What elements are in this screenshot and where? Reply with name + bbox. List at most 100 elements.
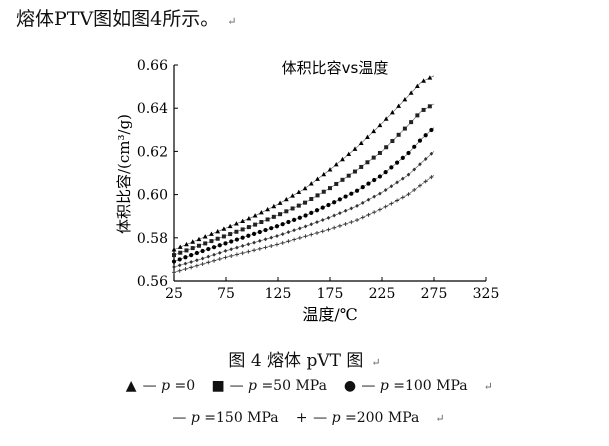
- data-point: [346, 173, 351, 178]
- data-point: [257, 246, 262, 251]
- data-point: [252, 213, 258, 218]
- data-point: [234, 221, 239, 226]
- data-point: [240, 243, 245, 248]
- data-point: [171, 247, 177, 252]
- data-point: [429, 175, 434, 180]
- data-point: [396, 103, 402, 108]
- data-point: [265, 217, 270, 222]
- data-point: [343, 208, 348, 213]
- data-point: [340, 156, 345, 162]
- data-point: [189, 253, 194, 258]
- legend-pvar: p: [379, 378, 389, 394]
- data-point: [303, 200, 308, 205]
- paragraph-mark-icon: ↵: [483, 380, 493, 393]
- data-point: [277, 200, 283, 205]
- data-point: [298, 226, 302, 231]
- legend-row-2: — p =150 MPa + — p =200 MPa ↵: [0, 410, 609, 426]
- y-tick-label: 0.62: [137, 144, 168, 160]
- data-point: [390, 139, 395, 144]
- legend-item: ▲ — p =0: [124, 378, 195, 394]
- data-point: [355, 218, 360, 223]
- data-point: [200, 256, 205, 261]
- x-tick-label: 275: [421, 286, 448, 302]
- data-point: [211, 245, 217, 250]
- data-point: [406, 172, 411, 177]
- data-point: [229, 253, 234, 258]
- data-point: [253, 222, 258, 227]
- legend-item: ● — p =100 MPa: [343, 378, 468, 394]
- data-point: [352, 169, 357, 174]
- data-point: [383, 170, 388, 175]
- intro-text-line: 熔体PTV图如图4所示。 ↵: [16, 6, 237, 35]
- data-point: [286, 230, 291, 235]
- paragraph-mark-icon: ↵: [227, 15, 237, 28]
- data-point: [343, 221, 348, 226]
- data-point: [177, 263, 182, 268]
- data-point: [235, 245, 239, 250]
- chart-axes: 25 75 125 175 225 275 325 0.56 0.58 0.60 0.62 0.64 0…: [137, 58, 500, 302]
- data-point: [421, 107, 426, 112]
- data-point: [352, 146, 358, 151]
- data-point: [283, 196, 289, 202]
- data-point: [212, 258, 217, 263]
- data-point: [280, 222, 285, 227]
- data-point: [263, 245, 268, 250]
- data-point: [172, 253, 176, 258]
- data-point: [309, 232, 314, 237]
- data-point: [269, 235, 274, 240]
- data-point: [190, 246, 195, 251]
- legend-pvar: p: [331, 410, 341, 426]
- x-axis-label: 温度/℃: [302, 305, 357, 324]
- data-point: [284, 209, 289, 214]
- data-point: [414, 83, 420, 89]
- data-point: [257, 229, 262, 235]
- series-3: [172, 151, 435, 269]
- data-point: [189, 259, 193, 264]
- data-point: [290, 193, 295, 198]
- series-line: [173, 103, 435, 256]
- data-point: [196, 243, 201, 248]
- data-point: [377, 174, 383, 179]
- series-line: [173, 151, 435, 268]
- data-point: [365, 134, 370, 140]
- data-point: [275, 233, 279, 238]
- data-point: [326, 202, 331, 208]
- data-point: [206, 246, 211, 252]
- x-tick-label: 225: [369, 286, 396, 302]
- y-tick-label: 0.56: [137, 274, 168, 290]
- data-point: [286, 219, 291, 225]
- data-point: [427, 104, 432, 109]
- data-point: [202, 234, 208, 239]
- data-point: [194, 250, 199, 256]
- data-point: [234, 229, 239, 234]
- data-point: [343, 194, 348, 199]
- data-point: [171, 259, 177, 264]
- data-point: [383, 116, 389, 121]
- data-point: [320, 218, 325, 223]
- data-point: [417, 183, 422, 188]
- data-point: [320, 229, 325, 234]
- x-tick-label: 325: [473, 286, 500, 302]
- data-point: [297, 215, 302, 220]
- data-point: [408, 90, 414, 95]
- data-point: [372, 177, 377, 183]
- data-point: [389, 201, 394, 206]
- data-point: [383, 204, 388, 209]
- data-point: [183, 267, 188, 272]
- data-point: [190, 239, 196, 244]
- data-point: [271, 203, 277, 209]
- data-point: [240, 235, 245, 240]
- pvt-chart: 25 75 125 175 225 275 325 0.56 0.58 0.60 0.62 0.64 0…: [115, 58, 500, 324]
- data-point: [183, 255, 188, 260]
- data-point: [189, 265, 194, 270]
- data-point: [308, 181, 314, 186]
- data-point: [252, 248, 257, 253]
- data-point: [309, 197, 314, 202]
- y-tick-label: 0.58: [137, 231, 168, 247]
- data-point: [286, 239, 291, 244]
- data-point: [315, 230, 319, 235]
- data-point: [246, 225, 251, 230]
- legend-label: =150 MPa: [199, 410, 279, 426]
- data-point: [223, 241, 228, 246]
- data-point: [234, 252, 239, 257]
